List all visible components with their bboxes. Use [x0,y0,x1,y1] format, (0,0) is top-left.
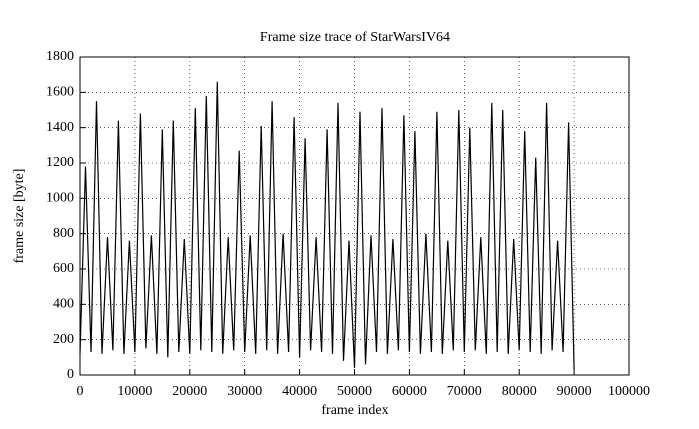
y-tick-label: 1800 [46,49,74,64]
y-tick-label: 200 [53,332,74,347]
y-tick-label: 1200 [46,155,74,170]
y-tick-label: 1400 [46,120,74,135]
chart-title: Frame size trace of StarWarsIV64 [260,30,450,45]
y-axis-label: frame size [byte] [12,169,27,264]
x-axis-label: frame index [321,403,388,418]
trace-line [79,81,575,370]
y-tick-label: 0 [67,367,74,382]
x-tick-label: 0 [77,384,84,399]
y-tick-label: 1600 [46,85,74,100]
x-tick-label: 30000 [227,384,262,399]
x-tick-label: 10000 [117,384,152,399]
y-tick-label: 1000 [46,191,74,206]
x-tick-label: 50000 [337,384,372,399]
y-tick-label: 600 [53,261,74,276]
x-tick-label: 90000 [557,384,592,399]
x-tick-label: 40000 [282,384,317,399]
y-tick-label: 400 [53,297,74,312]
x-tick-label: 80000 [502,384,537,399]
plot-border [79,56,630,376]
x-tick-label: 20000 [172,384,207,399]
x-tick-label: 70000 [447,384,482,399]
y-tick-label: 800 [53,226,74,241]
x-tick-label: 60000 [392,384,427,399]
x-tick-label: 100000 [608,384,650,399]
